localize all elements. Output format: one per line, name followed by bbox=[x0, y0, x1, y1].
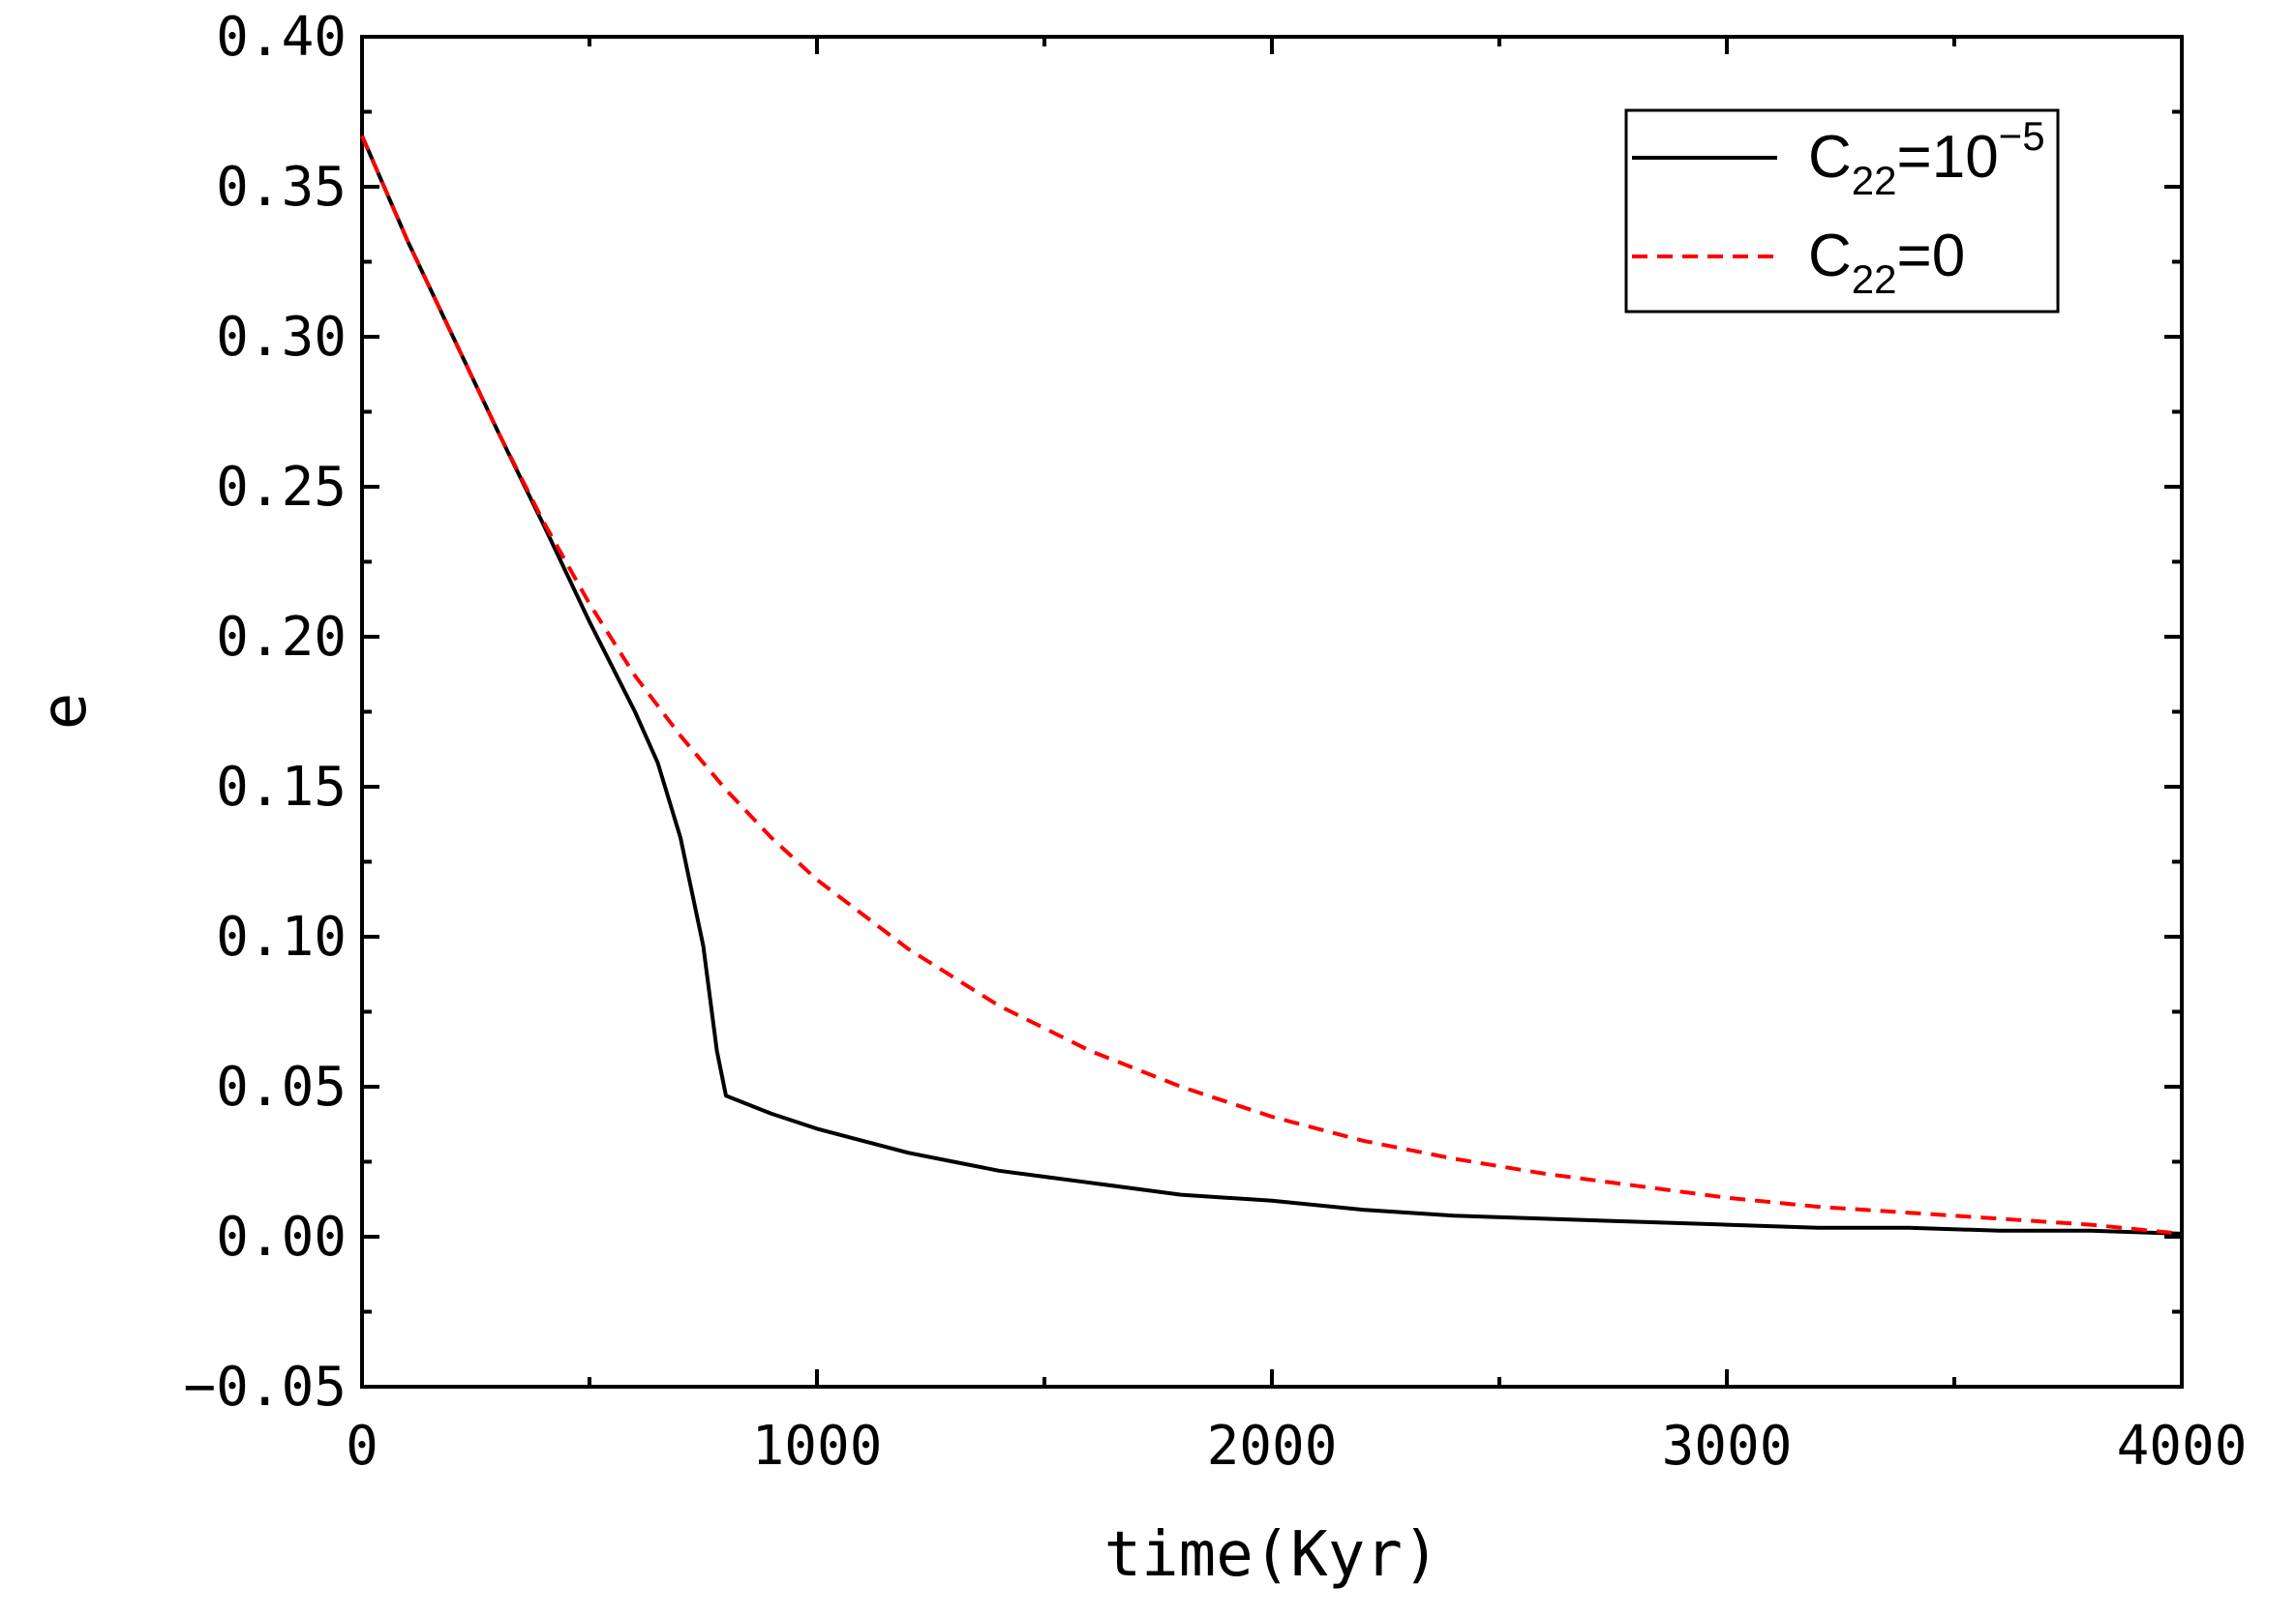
legend: C22=10−5 C22=0 bbox=[1624, 108, 2060, 314]
y-tick-label: 0.00 bbox=[216, 1206, 347, 1269]
y-tick-label: 0.30 bbox=[216, 306, 347, 369]
x-axis-title: time(Kyr) bbox=[1104, 1519, 1440, 1591]
y-tick-label: 0.40 bbox=[216, 6, 347, 69]
x-tick-label: 1000 bbox=[752, 1415, 883, 1478]
y-axis-ticks: −0.05 0.00 0.05 0.10 0.15 0.20 0.25 0.30 0.35 0.4… bbox=[183, 6, 2182, 1419]
y-tick-label: 0.35 bbox=[216, 156, 347, 219]
x-tick-label: 4000 bbox=[2117, 1415, 2248, 1478]
legend-sub-2: 22 bbox=[1852, 256, 1897, 302]
y-tick-label: −0.05 bbox=[183, 1356, 347, 1419]
y-tick-label: 0.10 bbox=[216, 906, 347, 969]
x-axis-ticks: 0 1000 2000 3000 4000 bbox=[346, 37, 2247, 1478]
legend-sub-1: 22 bbox=[1852, 158, 1897, 203]
y-tick-label: 0.20 bbox=[216, 606, 347, 669]
x-tick-label: 2000 bbox=[1207, 1415, 1338, 1478]
legend-sup-1: −5 bbox=[1999, 113, 2045, 159]
series-line-2 bbox=[360, 135, 2183, 1236]
legend-label-series-1: C22=10−5 bbox=[1808, 113, 2045, 203]
legend-base-2: C bbox=[1808, 223, 1852, 289]
legend-rest-1: =10 bbox=[1897, 124, 1999, 191]
series-line-1 bbox=[360, 135, 2183, 1236]
y-tick-label: 0.25 bbox=[216, 456, 347, 519]
x-tick-label: 3000 bbox=[1662, 1415, 1793, 1478]
legend-base-1: C bbox=[1808, 124, 1852, 191]
legend-box bbox=[1624, 108, 2060, 314]
y-tick-label: 0.15 bbox=[216, 756, 347, 819]
y-tick-label: 0.05 bbox=[216, 1056, 347, 1119]
legend-label-series-2: C22=0 bbox=[1808, 223, 1965, 302]
y-axis-title: e bbox=[29, 693, 101, 731]
series-layer bbox=[360, 135, 2183, 1236]
x-tick-label: 0 bbox=[346, 1415, 378, 1478]
legend-rest-2: =0 bbox=[1897, 223, 1966, 289]
